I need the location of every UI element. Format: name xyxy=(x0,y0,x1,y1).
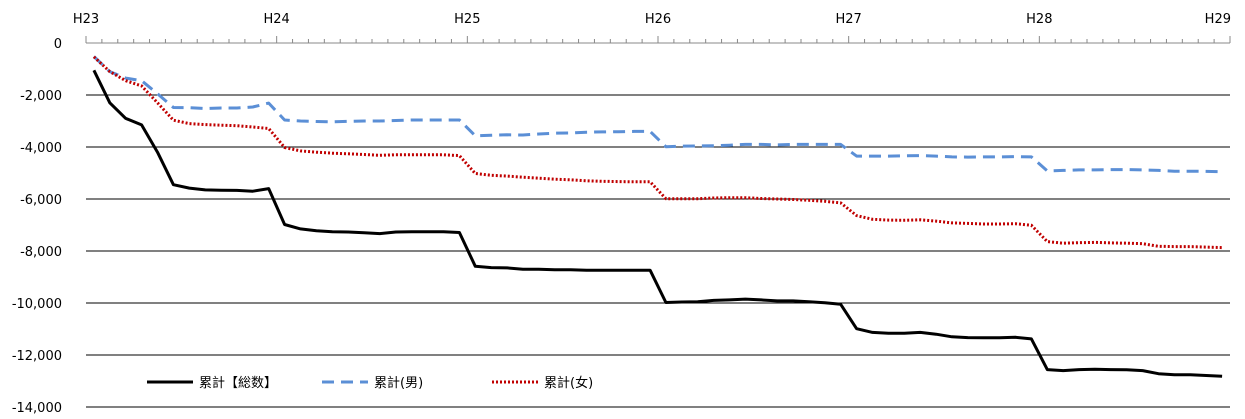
x-tick-label: H29 xyxy=(1205,12,1231,27)
y-axis-tick-labels: 0 -2,000 -4,000 -6,000 -8,000 -10,000 -12,000 -… xyxy=(12,37,62,416)
y-tick-label: -4,000 xyxy=(20,141,62,156)
series-lines xyxy=(92,55,1223,378)
x-tick-label: H26 xyxy=(645,12,671,27)
y-tick-label: 0 xyxy=(54,37,62,52)
legend-label-0: 累計【総数】 xyxy=(199,375,277,391)
y-tick-label: -8,000 xyxy=(20,245,62,260)
y-tick-label: -6,000 xyxy=(20,193,62,208)
y-tick-label: -10,000 xyxy=(12,297,62,312)
x-tick-label: H27 xyxy=(836,12,862,27)
x-tick-label: H24 xyxy=(264,12,290,27)
x-tick-label: H25 xyxy=(454,12,480,27)
y-tick-label: -2,000 xyxy=(20,89,62,104)
x-axis xyxy=(85,36,1231,44)
x-tick-label: H28 xyxy=(1026,12,1052,27)
y-tick-label: -14,000 xyxy=(12,401,62,416)
x-axis-tick-labels: H23 H24 H25 H26 H27 H28 H29 xyxy=(73,12,1231,27)
gridlines xyxy=(86,94,1230,408)
x-tick-label: H23 xyxy=(73,12,99,27)
series-line-2 xyxy=(92,55,1223,250)
legend-label-1: 累計(男) xyxy=(374,375,423,391)
series-line-1 xyxy=(92,55,1223,174)
legend-label-2: 累計(女) xyxy=(544,375,593,391)
y-tick-label: -12,000 xyxy=(12,349,62,364)
legend: 累計【総数】 累計(男) 累計(女) xyxy=(147,375,593,391)
series-line-0 xyxy=(92,69,1223,378)
